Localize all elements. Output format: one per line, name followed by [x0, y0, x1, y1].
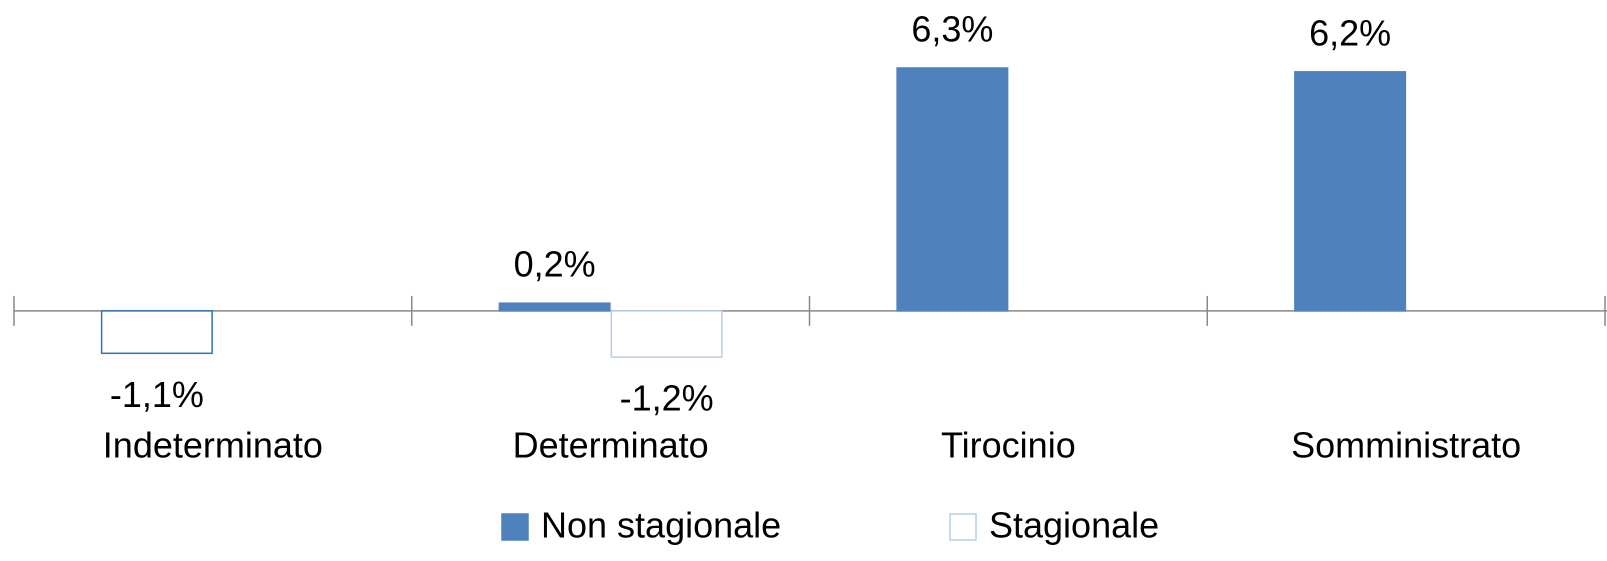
- value-label: -1,2%: [620, 378, 714, 419]
- x-tick-label: Tirocinio: [941, 425, 1076, 466]
- bar: [1294, 71, 1407, 312]
- value-label: 6,2%: [1309, 12, 1391, 53]
- legend-swatch: [949, 513, 977, 541]
- legend-swatch: [501, 513, 529, 541]
- legend-label: Non stagionale: [541, 505, 781, 546]
- bar: [610, 310, 723, 358]
- bar: [100, 310, 213, 355]
- value-label: 0,2%: [514, 244, 596, 285]
- bar: [896, 67, 1009, 312]
- value-label: 6,3%: [911, 9, 993, 50]
- bar: [498, 302, 611, 312]
- x-tick-label: Determinato: [513, 425, 709, 466]
- x-tick-label: Somministrato: [1291, 425, 1521, 466]
- legend-label: Stagionale: [989, 505, 1159, 546]
- x-tick-label: Indeterminato: [103, 425, 323, 466]
- value-label: -1,1%: [110, 374, 204, 415]
